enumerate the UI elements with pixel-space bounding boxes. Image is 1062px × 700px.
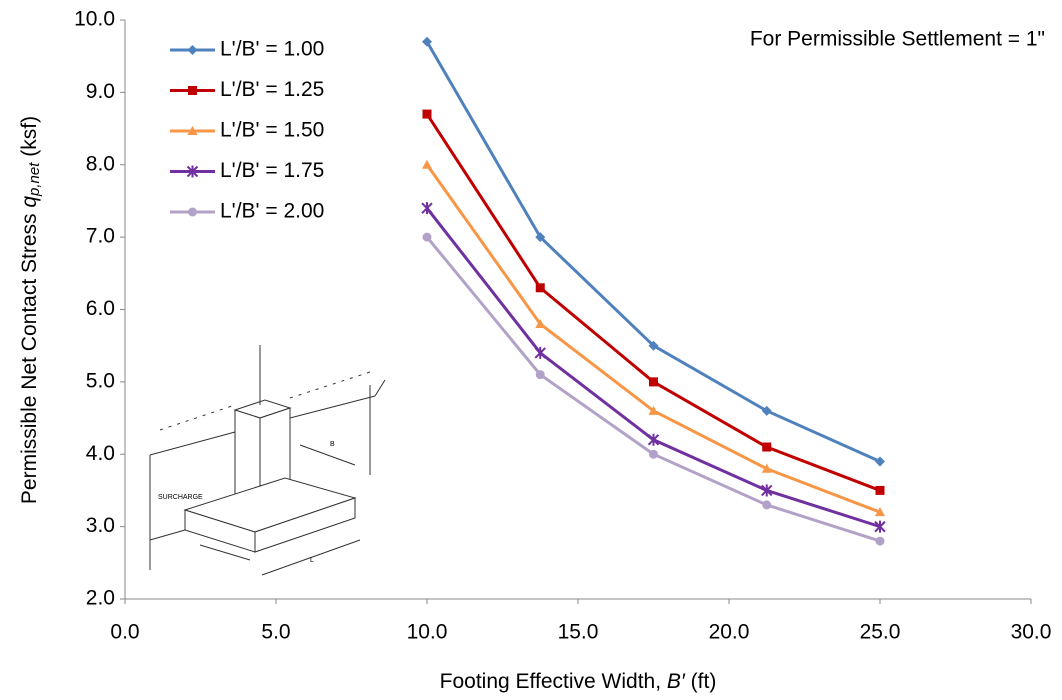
y-tick-label: 6.0 xyxy=(86,297,115,320)
marker xyxy=(534,346,546,359)
x-tick-label: 0.0 xyxy=(110,621,139,644)
x-tick-label: 25.0 xyxy=(860,621,901,644)
marker xyxy=(187,45,198,55)
x-tick-label: 30.0 xyxy=(1011,621,1052,644)
x-axis-title: Footing Effective Width, B′ (ft) xyxy=(440,670,717,693)
x-tick-label: 15.0 xyxy=(558,621,599,644)
marker xyxy=(422,159,432,169)
marker xyxy=(875,456,885,467)
x-axis-title-part: (ft) xyxy=(685,670,717,693)
diagram-label: B xyxy=(330,441,335,448)
marker xyxy=(875,536,885,546)
marker xyxy=(188,86,197,95)
marker xyxy=(875,485,885,495)
x-axis-title-part: Footing Effective Width, xyxy=(440,670,667,693)
series-line xyxy=(425,236,881,543)
y-tick-label: 2.0 xyxy=(86,587,115,610)
series-line xyxy=(425,40,881,463)
diagram-label: L xyxy=(310,557,314,564)
marker xyxy=(761,405,772,416)
marker xyxy=(875,507,885,517)
legend-label: L'/B' = 2.00 xyxy=(220,200,324,223)
marker xyxy=(535,232,546,243)
y-tick-label: 3.0 xyxy=(86,514,115,537)
legend-label: L'/B' = 1.50 xyxy=(220,119,324,142)
x-tick-label: 5.0 xyxy=(261,621,290,644)
marker xyxy=(422,36,432,47)
marker xyxy=(761,463,772,473)
legend-label: L'/B' = 1.25 xyxy=(220,78,324,101)
marker xyxy=(188,207,197,217)
y-tick-label: 10.0 xyxy=(74,8,115,31)
marker xyxy=(761,484,773,497)
y-axis-title: Permissible Net Contact Stress qp,net (k… xyxy=(18,116,43,504)
marker xyxy=(648,340,659,351)
y-axis-title-symbol: q xyxy=(18,196,41,208)
marker xyxy=(421,202,433,215)
marker xyxy=(874,520,886,533)
y-axis-title-subscript: p,net xyxy=(26,162,43,197)
marker xyxy=(422,109,432,119)
marker xyxy=(762,500,772,510)
y-tick-label: 7.0 xyxy=(86,225,115,248)
legend-label: L'/B' = 1.00 xyxy=(220,38,324,61)
y-axis-title-part: (ksf) xyxy=(18,116,41,163)
marker xyxy=(422,232,432,242)
footing-diagram: SURCHARGE B L xyxy=(149,345,386,576)
y-tick-label: 9.0 xyxy=(86,80,115,103)
annotation: For Permissible Settlement = 1" xyxy=(750,28,1045,51)
marker xyxy=(535,283,545,293)
marker xyxy=(187,126,198,135)
marker xyxy=(535,370,545,380)
diagram-label: SURCHARGE xyxy=(158,494,203,501)
y-tick-label: 8.0 xyxy=(86,152,115,175)
series-line xyxy=(425,207,881,529)
marker xyxy=(186,165,199,178)
y-tick-label: 4.0 xyxy=(86,442,115,465)
y-tick-label: 5.0 xyxy=(86,369,115,392)
y-axis-title-part: Permissible Net Contact Stress xyxy=(18,208,41,504)
marker xyxy=(762,442,772,452)
x-axis-title-symbol: B′ xyxy=(667,670,686,693)
legend-label: L'/B' = 1.75 xyxy=(220,159,324,182)
marker xyxy=(648,405,659,415)
x-tick-label: 10.0 xyxy=(407,621,448,644)
marker xyxy=(647,433,660,446)
x-tick-label: 20.0 xyxy=(709,621,750,644)
marker xyxy=(649,449,658,459)
marker xyxy=(649,377,658,387)
marker xyxy=(535,318,546,328)
